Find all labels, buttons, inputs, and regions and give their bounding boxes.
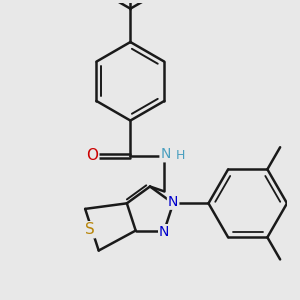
Text: N: N: [168, 195, 178, 209]
Text: N: N: [160, 147, 171, 161]
Text: N: N: [159, 225, 169, 239]
Text: H: H: [176, 148, 185, 162]
Text: O: O: [86, 148, 98, 164]
Text: S: S: [85, 222, 95, 237]
